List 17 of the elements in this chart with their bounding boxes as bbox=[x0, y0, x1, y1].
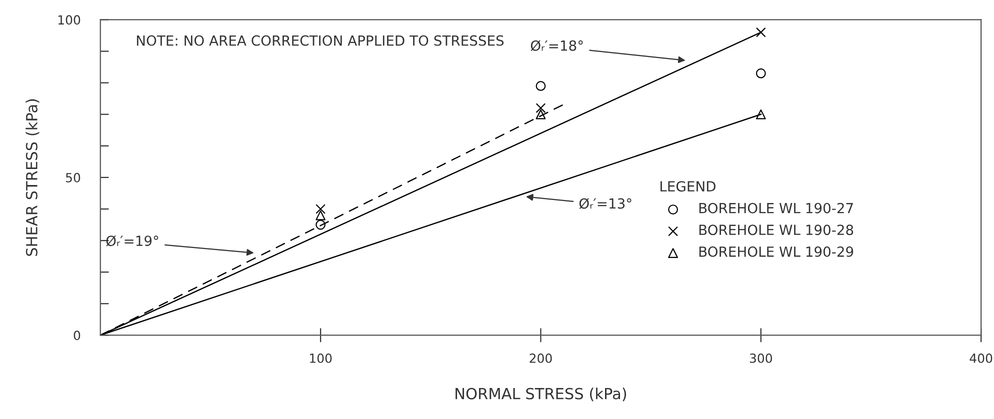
legend-label: BOREHOLE WL 190-27 bbox=[699, 202, 853, 214]
annotation: Øᵣ′=13° bbox=[579, 198, 632, 210]
legend-label: BOREHOLE WL 190-29 bbox=[699, 246, 854, 257]
y-axis-title: SHEAR STRESS (kPa) bbox=[26, 99, 40, 256]
x-tick-label: 400 bbox=[970, 353, 992, 363]
x-axis-title: NORMAL STRESS (kPa) bbox=[456, 388, 626, 402]
x-tick-label: 100 bbox=[310, 353, 332, 363]
x-tick-label: 300 bbox=[750, 353, 772, 363]
annotation: Øᵣ′=19° bbox=[106, 235, 158, 246]
legend-title: LEGEND bbox=[660, 181, 716, 192]
annotation: Øᵣ′=18° bbox=[530, 40, 583, 52]
legend-label: BOREHOLE WL 190-28 bbox=[699, 224, 854, 236]
x-tick-label: 200 bbox=[530, 353, 552, 363]
y-tick-label: 0 bbox=[74, 330, 80, 340]
y-tick-label: 50 bbox=[66, 172, 80, 182]
annotation: NOTE: NO AREA CORRECTION APPLIED TO STRESSES bbox=[136, 35, 504, 46]
y-tick-label: 100 bbox=[58, 15, 80, 25]
